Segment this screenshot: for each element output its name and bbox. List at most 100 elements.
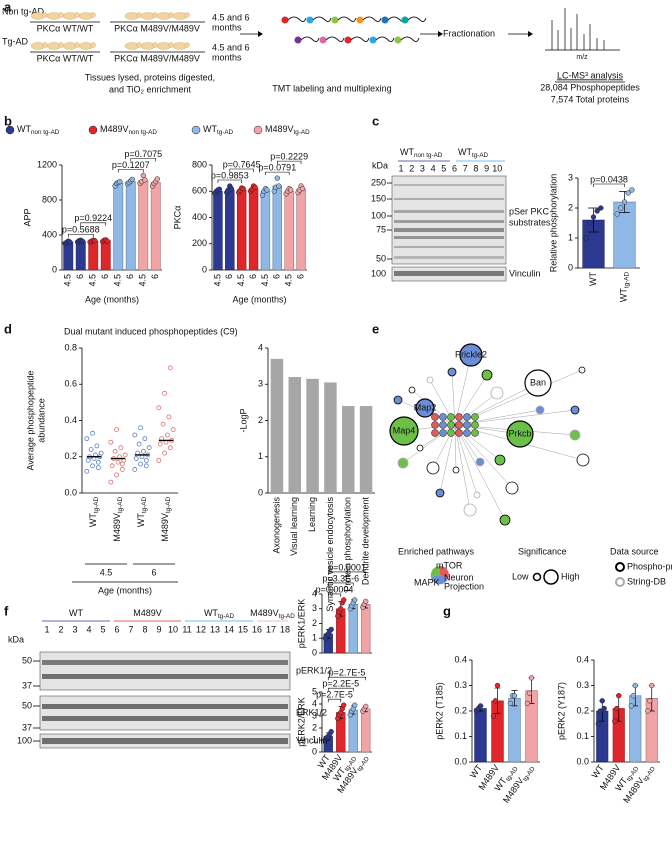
blot-band [394,228,504,232]
kda-marker: 100 [371,268,386,278]
significance-bracket [327,676,367,681]
network-node [455,421,463,429]
data-point [67,239,73,245]
legend-swatch [543,569,559,585]
x-tick-label: M489Vtg-AD [112,497,124,542]
x-tick-label: 4.5 [236,274,246,287]
network-node [447,429,455,437]
data-point [274,175,280,181]
band-label: substrates [509,217,551,227]
mouse-head [74,42,80,48]
bar [361,708,371,753]
label-main: WT [400,147,414,157]
pie [440,566,449,579]
y-tick-label: 0 [568,262,573,272]
network-node [471,413,479,421]
blot-band [394,210,504,213]
data-point [132,467,138,472]
y-tick-label: 4 [312,698,317,708]
peptide-tag [381,16,389,24]
x-tick-label: 6 [248,274,258,279]
band-label: pSer PKC [509,206,550,216]
lane-number: 5 [100,624,105,634]
data-point [109,463,115,469]
bar [75,240,86,271]
bar [248,188,259,271]
mouse-head [152,42,158,48]
y-tick-label: 3 [568,172,573,182]
lane-number: 15 [238,624,248,634]
network-node [447,421,455,429]
legend-title: Data source [610,546,659,556]
mouse-head [58,42,64,48]
bar [361,604,371,654]
panel-label: d [4,321,12,336]
peptide [400,36,420,43]
lane-number: 18 [280,624,290,634]
label-main: M489V [112,513,122,542]
band-label: Vinculin [509,268,540,278]
bar [324,382,337,493]
bar [236,189,247,271]
x-tick-label: Learning [307,497,317,532]
y-axis-label: Average phosphopeptide [25,371,35,471]
lane-number: 7 [128,624,133,634]
significance-bracket [67,233,94,238]
x-tick-label: 4.5 [113,274,123,287]
label-main: WT [204,608,218,618]
x-tick-label: 4.5 [138,274,148,287]
data-point [95,465,101,471]
blot [391,175,507,265]
peptide-tag [401,16,409,24]
genotype-mut: PKCα M489V/M489V [114,23,200,33]
mouse-head [136,42,142,48]
step: and TiO₂ enrichment [109,84,192,94]
network-node [524,369,552,397]
x-tick-label: WTtg-AD [619,272,631,303]
y-tick-label: 0.2 [64,451,77,461]
data-point [647,698,653,704]
chart-title: Dual mutant induced phosphopeptides (C9) [64,326,238,336]
y-tick-label: 400 [192,212,207,222]
network-node [431,413,439,421]
legend-title: Enriched pathways [398,546,475,556]
x-axis-label: Age (months) [232,294,286,304]
mouse-head [90,12,96,18]
data-point [146,445,152,451]
x-tick-label: Protein phosphorylation [343,497,353,592]
y-tick-label: 3 [258,379,263,389]
p-value: p=0.7645 [223,159,261,169]
data-point [90,430,95,436]
legend-swatch [253,125,263,135]
edge [454,424,501,461]
mouse-head [42,12,48,18]
lane-number: 8 [473,163,478,173]
row-label: Non tg-AD [2,6,45,16]
kda-label: kDa [372,160,388,170]
label-main: M489V [100,124,129,134]
data-point [528,675,535,681]
label-sub: tg-AD [623,272,630,289]
significance-bracket [327,593,342,597]
data-point [142,177,148,183]
kda-marker: 37 [22,722,32,732]
data-point [138,461,143,467]
data-point [590,214,597,220]
y-tick-label: 0.0 [64,487,77,497]
bar [100,240,111,271]
x-tick-label: 4.5 [260,274,270,287]
data-point [79,238,85,244]
y-tick-label: 600 [192,186,207,196]
bar [150,182,161,271]
data-point [167,445,173,451]
mouse-head [136,12,142,18]
x-tick-label: Visual learning [289,497,299,556]
x-tick-label: M489Vtg-AD [160,497,172,542]
label-sub: non tg-AD [414,152,443,159]
bar [272,185,283,271]
lane-number: 6 [114,624,119,634]
blot-band [394,236,504,239]
data-point [599,698,605,704]
p-value: p=0.5688 [62,225,100,235]
data-point [119,461,125,467]
